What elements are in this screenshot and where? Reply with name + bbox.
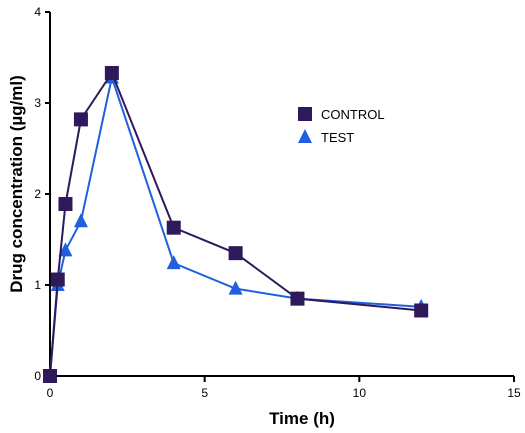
data-point-control <box>104 65 119 80</box>
legend-label-control: CONTROL <box>321 107 385 122</box>
data-point-control <box>43 369 57 383</box>
axes: 0 1 2 3 4 0 5 10 15 <box>34 5 521 400</box>
x-tick-label: 5 <box>201 386 208 400</box>
data-point-control <box>50 272 65 287</box>
y-tick-label: 0 <box>34 369 41 383</box>
data-point-control <box>166 220 181 235</box>
legend-marker-control <box>298 107 312 121</box>
x-tick-label: 15 <box>507 386 521 400</box>
y-tick-label: 2 <box>34 187 41 201</box>
x-axis-title: Time (h) <box>269 409 335 428</box>
data-point-control <box>73 112 88 127</box>
x-tick-label: 0 <box>47 386 54 400</box>
data-point-test <box>73 213 88 228</box>
legend-marker-test <box>298 129 312 143</box>
legend: CONTROL TEST <box>298 107 385 145</box>
legend-item-test: TEST <box>298 129 354 145</box>
y-tick-label: 3 <box>34 96 41 110</box>
series-control <box>43 65 429 383</box>
data-point-control <box>228 246 243 261</box>
data-point-control <box>290 291 305 306</box>
data-point-control <box>414 303 429 318</box>
series-line-test <box>49 73 422 377</box>
y-axis-title: Drug concentration (µg/ml) <box>7 75 26 293</box>
legend-label-test: TEST <box>321 130 354 145</box>
data-point-test <box>166 255 181 270</box>
data-point-test <box>58 242 73 257</box>
y-tick-label: 1 <box>34 278 41 292</box>
x-tick-label: 10 <box>353 386 367 400</box>
series-layer <box>43 65 429 383</box>
data-point-test <box>228 280 243 295</box>
legend-item-control: CONTROL <box>298 107 385 122</box>
data-point-control <box>58 197 73 212</box>
y-tick-label: 4 <box>34 5 41 19</box>
